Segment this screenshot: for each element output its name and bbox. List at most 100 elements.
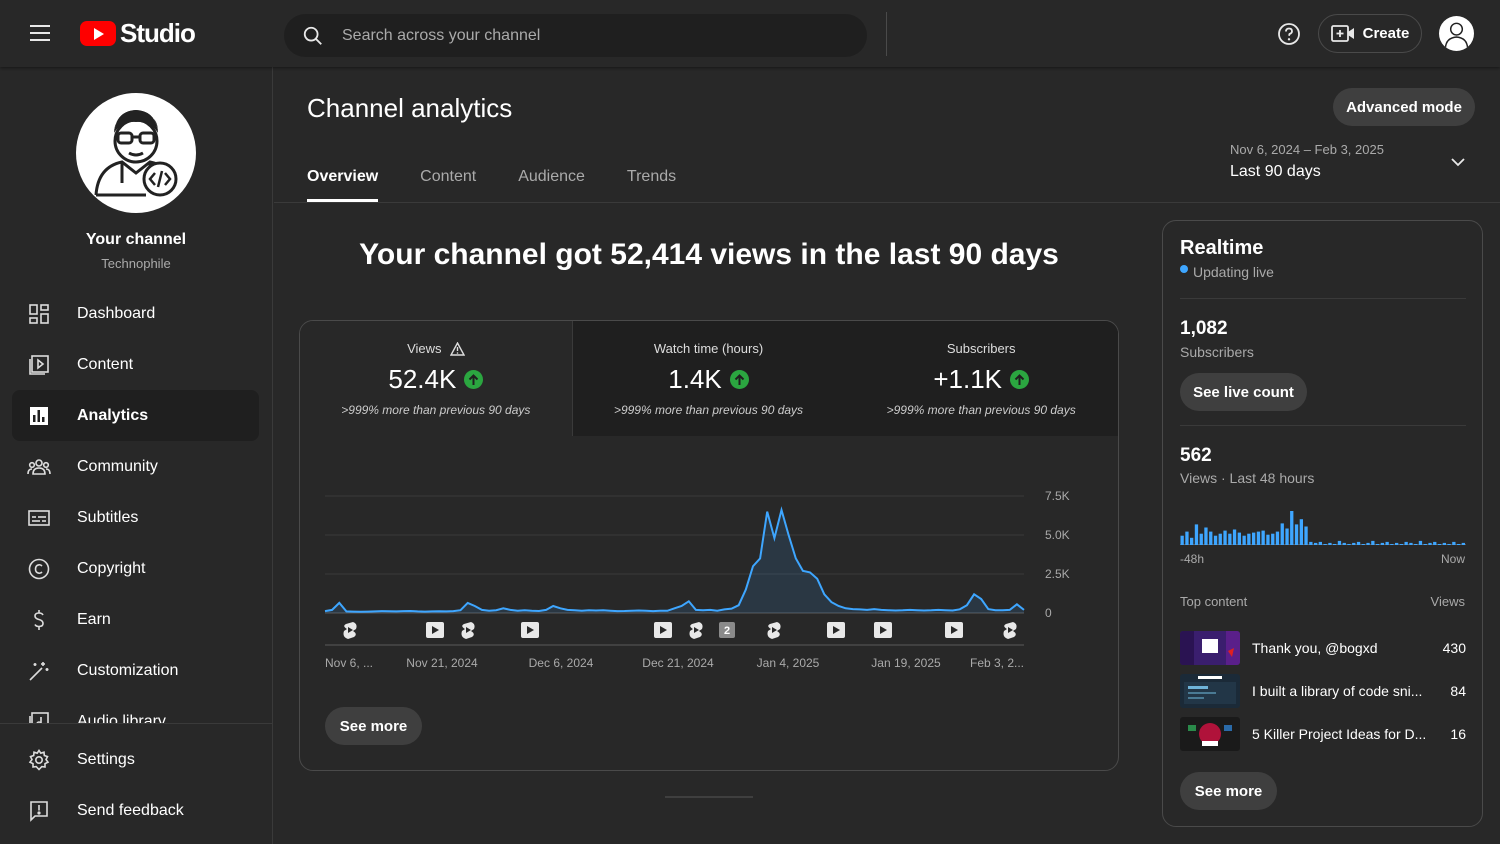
top-content-views: 84	[1450, 683, 1466, 699]
sidebar-item-copyright[interactable]: Copyright	[12, 543, 259, 594]
realtime-bar	[1428, 542, 1432, 545]
date-range-dates: Nov 6, 2024 – Feb 3, 2025	[1230, 142, 1384, 157]
scroll-indicator	[665, 796, 753, 798]
metric-watch-time[interactable]: Watch time (hours) 1.4K >999% more than …	[572, 321, 846, 436]
studio-logo[interactable]: Studio	[80, 18, 196, 48]
play-icon	[660, 626, 667, 634]
live-status: Updating live	[1180, 264, 1274, 280]
realtime-bar	[1442, 542, 1446, 545]
realtime-bar	[1437, 544, 1442, 545]
sidebar-item-customization[interactable]: Customization	[12, 645, 259, 696]
play-icon	[833, 626, 840, 634]
sidebar-item-label: Earn	[77, 610, 111, 628]
live-dot-icon	[1180, 265, 1188, 273]
realtime-bar	[1380, 542, 1384, 545]
views-chart[interactable]: 7.5K 5.0K 2.5K 0 2 Nov 6, ... Nov 21, 2024 Dec …	[300, 436, 1118, 686]
copyright-icon	[27, 557, 51, 581]
see-live-count-button[interactable]: See live count	[1180, 373, 1307, 411]
search-bar[interactable]	[284, 14, 867, 57]
help-icon[interactable]	[1276, 21, 1302, 47]
realtime-bar	[1228, 533, 1232, 545]
play-icon	[880, 626, 887, 634]
realtime-bar	[1314, 542, 1318, 545]
x-tick-label: Dec 21, 2024	[642, 656, 714, 670]
sidebar-item-dashboard[interactable]: Dashboard	[12, 288, 259, 339]
sidebar-item-label: Copyright	[77, 559, 146, 577]
realtime-bar	[1180, 535, 1184, 545]
search-input[interactable]	[342, 26, 822, 45]
realtime-bar	[1390, 544, 1394, 545]
sidebar-item-earn[interactable]: Earn	[12, 594, 259, 645]
play-icon	[951, 626, 958, 634]
realtime-bar	[1237, 532, 1241, 545]
see-more-button[interactable]: See more	[325, 707, 422, 745]
menu-icon[interactable]	[22, 20, 58, 48]
sidebar-item-subtitles[interactable]: Subtitles	[12, 492, 259, 543]
realtime-bar	[1347, 544, 1351, 545]
tab-content[interactable]: Content	[420, 168, 477, 185]
sidebar-item-analytics[interactable]: Analytics	[12, 390, 259, 441]
realtime-bar	[1423, 544, 1427, 545]
metric-subscribers[interactable]: Subscribers +1.1K >999% more than previo…	[845, 321, 1118, 436]
page-title: Channel analytics	[307, 93, 513, 123]
sidebar-item-label: Settings	[77, 750, 135, 768]
top-content-row[interactable]: 5 Killer Project Ideas for D... 16	[1180, 717, 1466, 751]
realtime-bar	[1375, 544, 1380, 545]
realtime-bar-chart[interactable]	[1180, 503, 1466, 545]
top-content-title: Thank you, @bogxd	[1252, 640, 1378, 656]
sidebar-item-community[interactable]: Community	[12, 441, 259, 492]
up-arrow-icon	[729, 370, 749, 389]
play-icon	[432, 626, 439, 634]
create-video-icon	[1330, 24, 1354, 42]
sidebar-item-settings[interactable]: Settings	[12, 734, 260, 785]
advanced-mode-button[interactable]: Advanced mode	[1333, 88, 1475, 126]
realtime-bar	[1361, 544, 1365, 545]
metric-value: 52.4K	[388, 364, 457, 394]
top-content-label: Top content	[1180, 594, 1248, 609]
views-column-label: Views	[1430, 594, 1465, 609]
top-content-row[interactable]: Thank you, @bogxd 430	[1180, 631, 1466, 665]
sidebar-item-content[interactable]: Content	[12, 339, 259, 390]
account-avatar[interactable]	[1439, 16, 1474, 51]
play-icon	[527, 626, 534, 634]
tab-audience[interactable]: Audience	[518, 168, 585, 185]
date-range-picker[interactable]: Nov 6, 2024 – Feb 3, 2025 Last 90 days	[1230, 142, 1470, 188]
realtime-bar	[1337, 540, 1342, 545]
realtime-bar	[1199, 533, 1203, 545]
subtitles-icon	[27, 506, 51, 530]
sidebar-item-audio-library[interactable]: Audio library	[12, 696, 259, 724]
realtime-bar	[1280, 523, 1284, 545]
cluster-marker-count: 2	[724, 625, 730, 637]
realtime-title: Realtime	[1180, 237, 1264, 259]
metric-label: Watch time (hours)	[653, 341, 764, 356]
realtime-bar	[1461, 542, 1465, 545]
realtime-bar	[1299, 519, 1303, 545]
realtime-bar	[1213, 535, 1218, 545]
realtime-bar	[1261, 530, 1265, 545]
content-icon	[27, 353, 51, 377]
metric-note: >999% more than previous 90 days	[886, 403, 1076, 417]
sidebar-item-send-feedback[interactable]: Send feedback	[12, 785, 260, 836]
realtime-bar	[1209, 531, 1213, 545]
realtime-bar	[1223, 530, 1227, 545]
metric-views[interactable]: Views 52.4K >999% more than previous 90 …	[300, 321, 573, 436]
realtime-bar	[1242, 535, 1246, 545]
top-content-row[interactable]: I built a library of code sni... 84	[1180, 674, 1466, 708]
realtime-bar	[1414, 544, 1418, 545]
realtime-bar	[1218, 533, 1222, 545]
create-button[interactable]: Create	[1318, 14, 1422, 53]
tab-overview[interactable]: Overview	[307, 162, 379, 202]
realtime-bar	[1333, 544, 1337, 545]
views-label: Views · Last 48 hours	[1180, 470, 1315, 486]
play-icon	[1008, 627, 1013, 633]
tab-trends[interactable]: Trends	[626, 168, 677, 185]
analytics-icon	[27, 404, 51, 428]
channel-avatar[interactable]	[76, 93, 196, 213]
realtime-bar	[1290, 511, 1294, 545]
sidebar-nav: Dashboard Content Analytics Community Su…	[12, 288, 259, 724]
realtime-bar	[1457, 544, 1461, 545]
views-count: 562	[1180, 445, 1212, 466]
metric-note: >999% more than previous 90 days	[341, 403, 531, 417]
see-more-content-button[interactable]: See more	[1180, 772, 1277, 810]
avatar-icon	[1444, 22, 1469, 49]
